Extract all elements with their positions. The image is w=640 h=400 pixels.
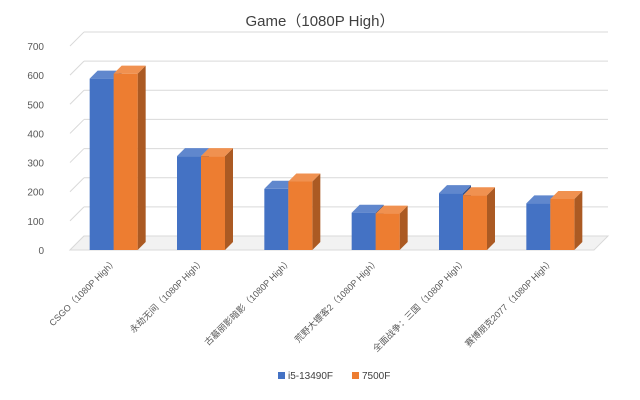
bar-7500F bbox=[463, 195, 487, 250]
bar-i5-13490F bbox=[439, 193, 463, 250]
bar-side bbox=[487, 187, 495, 250]
bar-side bbox=[137, 65, 146, 250]
bar-7500F bbox=[288, 181, 313, 250]
bar-side bbox=[312, 173, 321, 250]
legend-swatch bbox=[278, 372, 285, 379]
bar-i5-13490F bbox=[351, 212, 376, 250]
bar-top bbox=[177, 148, 209, 157]
bar-top bbox=[375, 205, 408, 214]
bar-7500F bbox=[375, 213, 400, 250]
bar-top bbox=[288, 173, 321, 182]
bar-i5-13490F bbox=[526, 203, 551, 250]
gridline-depth bbox=[69, 60, 85, 76]
bar-side bbox=[225, 148, 233, 250]
x-category-label: 全面战争：三国（1080P High） bbox=[370, 256, 468, 354]
gridline-depth bbox=[69, 89, 85, 105]
legend-label: 7500F bbox=[362, 371, 390, 382]
bar-side bbox=[399, 205, 408, 250]
gridline-depth bbox=[69, 206, 85, 222]
gridline-depth bbox=[69, 31, 85, 47]
y-tick-label: 0 bbox=[38, 246, 44, 257]
bar-i5-13490F bbox=[264, 188, 289, 250]
bar-top bbox=[439, 185, 471, 194]
bar-7500F bbox=[550, 199, 575, 250]
y-tick-label: 500 bbox=[27, 100, 44, 111]
y-tick-label: 100 bbox=[27, 217, 44, 228]
bar-7500F bbox=[201, 156, 225, 250]
x-category-label: 永劫无间（1080P High） bbox=[127, 256, 206, 335]
gridline-depth bbox=[69, 148, 85, 163]
bar-top bbox=[201, 148, 233, 157]
bar-top bbox=[351, 204, 384, 213]
y-tick-label: 600 bbox=[27, 71, 44, 82]
x-category-label: 荒野大镖客2（1080P High） bbox=[292, 256, 381, 345]
y-tick-label: 400 bbox=[27, 129, 44, 140]
bar-top bbox=[463, 187, 495, 196]
y-tick-label: 700 bbox=[27, 42, 44, 53]
bar-i5-13490F bbox=[89, 78, 114, 250]
y-tick-label: 200 bbox=[27, 188, 44, 199]
bar-7500F bbox=[113, 73, 138, 250]
x-category-label: 赛博朋克2077（1080P High） bbox=[462, 256, 555, 349]
bar-i5-13490F bbox=[177, 156, 201, 250]
legend-swatch bbox=[352, 372, 359, 379]
y-tick-label: 300 bbox=[27, 159, 44, 170]
bar-side bbox=[574, 191, 583, 250]
legend-label: i5-13490F bbox=[288, 371, 333, 382]
chart-title: Game（1080P High） bbox=[245, 13, 395, 30]
gridline-depth bbox=[69, 119, 85, 134]
bar-top bbox=[113, 65, 146, 74]
x-category-label: CSGO（1080P High） bbox=[47, 256, 119, 328]
bar-top bbox=[550, 191, 583, 199]
x-category-label: 古墓丽影暗影（1080P High） bbox=[202, 256, 294, 348]
gridline-depth bbox=[69, 177, 85, 193]
